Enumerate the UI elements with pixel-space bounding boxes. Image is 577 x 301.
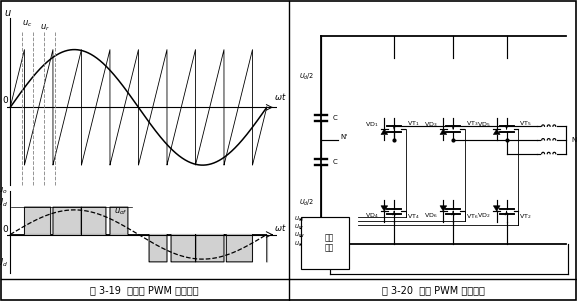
Text: VD$_6$: VD$_6$ bbox=[424, 211, 437, 220]
FancyBboxPatch shape bbox=[301, 217, 349, 269]
Text: VD$_5$: VD$_5$ bbox=[477, 120, 490, 129]
Text: $u_{of}$: $u_{of}$ bbox=[114, 206, 128, 217]
Text: $\omega t$: $\omega t$ bbox=[274, 222, 287, 233]
Text: $-U_d$: $-U_d$ bbox=[0, 257, 8, 269]
Text: $U_d/2$: $U_d/2$ bbox=[299, 72, 314, 82]
Text: VD$_1$: VD$_1$ bbox=[365, 120, 378, 129]
Polygon shape bbox=[381, 206, 388, 211]
Text: C: C bbox=[332, 159, 337, 165]
Text: VT$_6$: VT$_6$ bbox=[466, 212, 478, 221]
Text: $u_{rw}$: $u_{rw}$ bbox=[294, 231, 306, 240]
Polygon shape bbox=[493, 129, 500, 135]
Polygon shape bbox=[440, 129, 447, 135]
Text: $\omega t$: $\omega t$ bbox=[274, 92, 287, 102]
Text: u: u bbox=[5, 8, 11, 18]
Text: 0: 0 bbox=[2, 96, 8, 105]
Text: $u_{rv}$: $u_{rv}$ bbox=[294, 223, 305, 232]
Text: 图 3-19  单极性 PWM 控制原理: 图 3-19 单极性 PWM 控制原理 bbox=[90, 285, 199, 295]
Text: VD$_4$: VD$_4$ bbox=[365, 211, 378, 220]
Text: VD$_3$: VD$_3$ bbox=[424, 120, 437, 129]
Text: VD$_2$: VD$_2$ bbox=[477, 211, 490, 220]
Polygon shape bbox=[381, 129, 388, 135]
Text: VT$_5$: VT$_5$ bbox=[519, 119, 532, 128]
Text: 0: 0 bbox=[2, 225, 8, 234]
Text: 图 3-20  三相 PWM 逆变电路: 图 3-20 三相 PWM 逆变电路 bbox=[381, 285, 485, 295]
Text: VT$_1$: VT$_1$ bbox=[407, 119, 419, 128]
Text: $U_d$: $U_d$ bbox=[0, 197, 8, 209]
Text: C: C bbox=[332, 115, 337, 121]
Polygon shape bbox=[493, 206, 500, 211]
Text: VT$_4$: VT$_4$ bbox=[407, 212, 419, 221]
Text: $u_c$: $u_c$ bbox=[21, 18, 32, 29]
Text: VT$_3$: VT$_3$ bbox=[466, 119, 478, 128]
Text: $U_d/2$: $U_d/2$ bbox=[299, 198, 314, 208]
Text: $u_o$: $u_o$ bbox=[0, 185, 8, 196]
Text: 调制
电路: 调制 电路 bbox=[325, 233, 334, 253]
Text: N': N' bbox=[341, 134, 348, 140]
Text: $u_c$: $u_c$ bbox=[294, 240, 303, 249]
Text: $u_{ru}$: $u_{ru}$ bbox=[294, 215, 305, 224]
Text: $u_r$: $u_r$ bbox=[40, 22, 50, 33]
Polygon shape bbox=[440, 206, 447, 211]
Text: VT$_2$: VT$_2$ bbox=[519, 212, 531, 221]
Text: N: N bbox=[571, 137, 576, 143]
